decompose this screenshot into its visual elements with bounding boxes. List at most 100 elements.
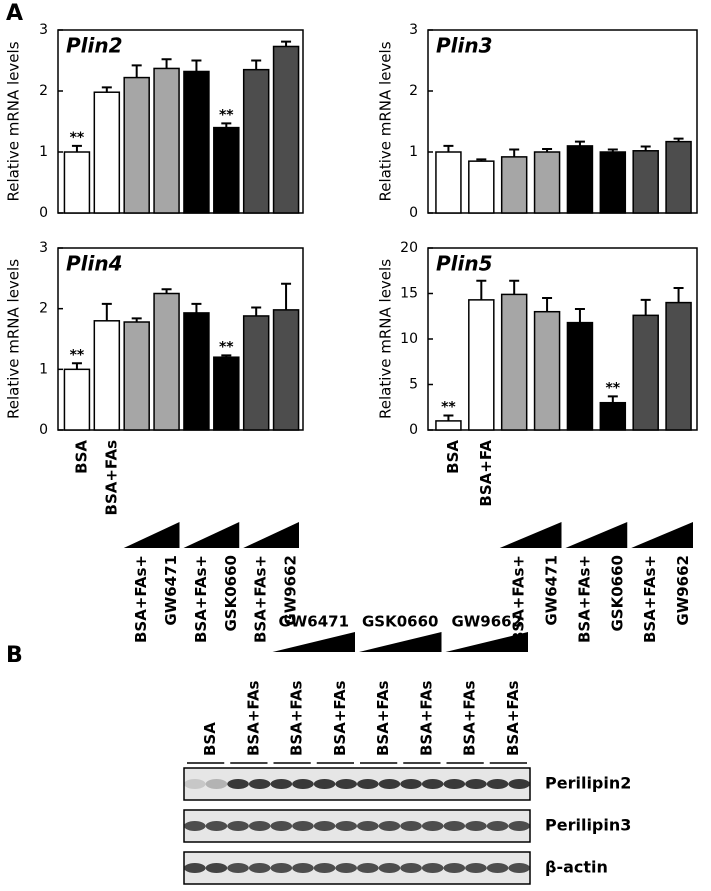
blot-band: [400, 863, 422, 873]
bar: [153, 292, 180, 431]
protein-label: Perilipin3: [545, 816, 631, 835]
panel-label: A: [6, 1, 23, 26]
blot-band: [357, 863, 379, 873]
blot-band: [465, 863, 487, 873]
bar: [242, 315, 270, 431]
y-tick-label: 5: [409, 377, 418, 393]
error-bar: [281, 40, 292, 47]
chart-title: Plin3: [436, 34, 493, 58]
bar: [435, 420, 462, 431]
y-tick-label: 15: [400, 286, 418, 302]
error-bar: [574, 140, 585, 146]
error-bar: [221, 354, 232, 358]
x-tick-label: BSA+FA: [477, 440, 495, 507]
bar: [665, 140, 692, 214]
bar: [468, 160, 495, 214]
y-tick-label: 20: [400, 240, 418, 256]
bar: [123, 321, 150, 431]
blot-band: [292, 863, 314, 873]
x-tick-label: BSA+FAs+: [252, 555, 270, 643]
x-tick-label: BSA+FAs+: [641, 555, 659, 643]
x-tick-label: BSA+FAs+: [132, 555, 150, 643]
plot-frame: [57, 29, 304, 214]
error-bar: [191, 302, 202, 313]
blot-band: [270, 779, 293, 789]
bar: [500, 156, 528, 214]
bar: [183, 312, 210, 431]
error-bar: [71, 362, 82, 370]
blot-band: [335, 821, 357, 831]
lane-label: BSA+FAs: [461, 680, 479, 756]
blot-band: [205, 779, 228, 789]
blot-band: [378, 779, 401, 789]
blot-band: [184, 779, 206, 789]
blot-band: [486, 863, 509, 873]
error-bar: [101, 302, 112, 321]
bar: [632, 150, 659, 214]
treatment-label: GW9662: [451, 613, 522, 631]
y-tick-label: 10: [400, 331, 418, 347]
blot-band: [508, 863, 530, 873]
y-tick-label: 2: [39, 301, 48, 317]
blot-band: [421, 863, 444, 873]
error-bar: [640, 298, 651, 316]
bar: [272, 309, 300, 431]
x-tick-label: GW9662: [674, 555, 692, 626]
error-bar: [71, 144, 82, 152]
x-tick-label: BSA+FAs+: [575, 555, 593, 643]
bar: [533, 310, 561, 431]
dose-ramp: [243, 522, 299, 548]
error-bar: [131, 317, 142, 323]
y-tick-label: 2: [39, 83, 48, 99]
bar: [213, 356, 240, 431]
bar: [93, 91, 121, 214]
blot-band: [227, 779, 249, 789]
blot-band: [357, 821, 379, 831]
y-tick-label: 1: [39, 144, 48, 160]
blot-band: [357, 779, 379, 789]
bar: [242, 68, 270, 214]
blot-band: [184, 821, 206, 831]
lane-label: BSA+FAs: [288, 680, 306, 756]
y-tick-label: 2: [409, 83, 418, 99]
x-tick-label: BSA+FAs: [102, 440, 120, 516]
blot-band: [227, 863, 249, 873]
bar: [213, 126, 240, 214]
x-tick-label: GW9662: [282, 555, 300, 626]
blot-band: [184, 863, 206, 873]
y-tick-label: 0: [39, 205, 48, 221]
significance: **: [70, 347, 85, 363]
error-bar: [101, 86, 112, 93]
blot-band: [335, 779, 357, 789]
blot-band: [400, 821, 422, 831]
lane-label: BSA+FAs: [504, 680, 522, 756]
error-bar: [542, 297, 553, 312]
blot-band: [378, 863, 401, 873]
significance: **: [219, 339, 234, 355]
blot-band: [443, 821, 466, 831]
dose-ramp: [123, 522, 180, 548]
error-bar: [673, 137, 684, 142]
bar: [123, 76, 150, 214]
error-bar: [161, 288, 172, 294]
error-bar: [131, 64, 142, 78]
x-tick-label: GW6471: [162, 555, 180, 626]
protein-label: β-actin: [545, 858, 608, 877]
bar: [566, 145, 594, 214]
y-tick-label: 3: [409, 22, 418, 38]
error-bar: [251, 306, 262, 316]
bar: [63, 151, 91, 214]
dose-ramp: [272, 632, 355, 652]
chart-title: Plin2: [66, 34, 123, 58]
error-bar: [574, 307, 585, 323]
blot-band: [248, 779, 271, 789]
error-bar: [443, 414, 454, 421]
error-bar: [476, 158, 487, 162]
dose-ramp: [445, 632, 528, 652]
bar: [533, 151, 561, 214]
y-tick-label: 1: [409, 144, 418, 160]
lane-label: BSA+FAs: [417, 680, 435, 756]
x-tick-label: GW6471: [543, 555, 561, 626]
bar: [632, 314, 659, 431]
